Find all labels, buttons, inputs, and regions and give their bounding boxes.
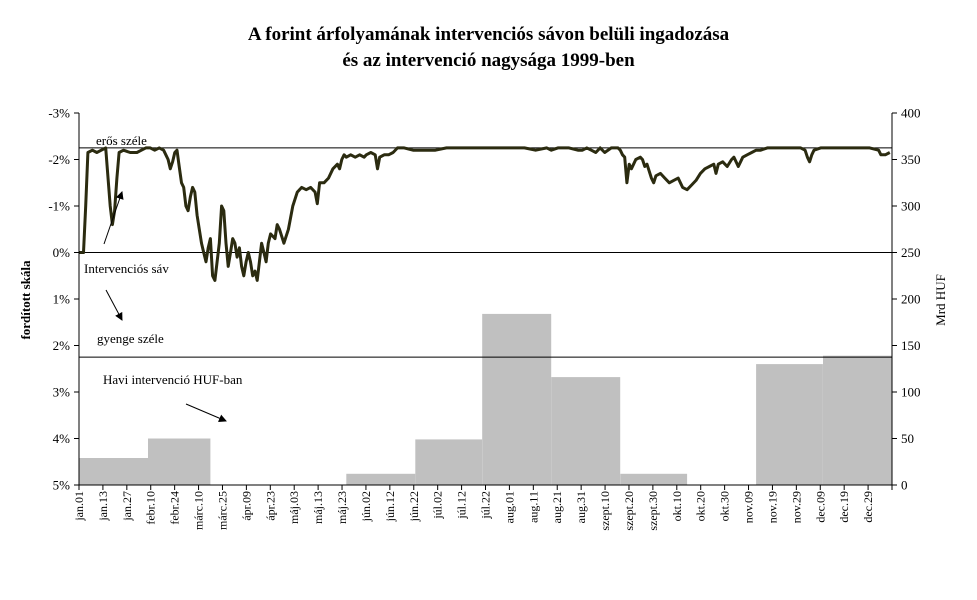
bar-feb bbox=[148, 438, 211, 485]
left-tick-label: -3% bbox=[48, 106, 70, 121]
right-tick-labels: 400 350 300 250 200 150 100 50 0 bbox=[901, 106, 921, 493]
x-tick-label: nov.29 bbox=[789, 491, 803, 523]
annotation-gyenge-szele: gyenge széle bbox=[97, 331, 164, 346]
x-tick-label: febr.24 bbox=[168, 491, 182, 525]
right-tick-label: 200 bbox=[901, 292, 921, 307]
x-tick-label: jún.22 bbox=[407, 491, 421, 522]
x-tick-label: aug.11 bbox=[526, 491, 540, 523]
x-tick-label: nov.09 bbox=[742, 491, 756, 523]
x-tick-label: júl.12 bbox=[455, 491, 469, 520]
x-tick-label: okt.20 bbox=[694, 491, 708, 521]
annotation-eros-szele: erős széle bbox=[96, 133, 147, 148]
chart-title-line2: és az intervenció nagysága 1999-ben bbox=[342, 50, 635, 71]
arrow-to-weak-edge bbox=[105, 289, 123, 321]
chart-title-line1: A forint árfolyamának intervenciós sávon… bbox=[247, 24, 730, 45]
x-tick-label: aug.31 bbox=[574, 491, 588, 523]
left-tick-label: 2% bbox=[53, 338, 71, 353]
left-tick-label: -2% bbox=[48, 152, 70, 167]
x-tick-label: júl.22 bbox=[479, 491, 493, 520]
bar-máj bbox=[346, 473, 416, 485]
left-tick-labels: -3% -2% -1% 0% 1% 2% 3% 4% 5% bbox=[48, 106, 70, 493]
x-tick-label: ápr.23 bbox=[263, 491, 277, 521]
x-tick-label: júl.02 bbox=[431, 491, 445, 520]
bar-jún bbox=[415, 439, 483, 485]
right-tick-label: 250 bbox=[901, 245, 921, 260]
bar-aug bbox=[551, 377, 621, 485]
x-tick-label: aug.01 bbox=[502, 491, 516, 523]
right-tick-label: 350 bbox=[901, 152, 921, 167]
x-tick-label: szept.20 bbox=[622, 491, 636, 531]
x-tick-label: jan.13 bbox=[96, 491, 110, 522]
right-tick-label: 400 bbox=[901, 106, 921, 121]
x-tick-label: máj.03 bbox=[287, 491, 301, 524]
x-tick-label: dec.19 bbox=[837, 491, 851, 523]
x-tick-label: márc.25 bbox=[215, 491, 229, 530]
bar-dec bbox=[823, 355, 892, 485]
left-tick-label: 0% bbox=[53, 245, 71, 260]
right-tick-label: 100 bbox=[901, 385, 921, 400]
bar-júl bbox=[482, 313, 552, 485]
rate-line bbox=[79, 146, 891, 282]
x-tick-label: jún.02 bbox=[359, 491, 373, 522]
left-tick-label: 5% bbox=[53, 478, 71, 493]
right-tick-label: 300 bbox=[901, 199, 921, 214]
annotation-intervencios-sav: Intervenciós sáv bbox=[84, 261, 169, 276]
x-tick-label: máj.23 bbox=[335, 491, 349, 524]
x-tick-labels: jan.01 jan.13 jan.27 febr.10 febr.24 márc.10 m… bbox=[72, 491, 875, 531]
left-tick-label: 3% bbox=[53, 385, 71, 400]
x-tick-label: okt.10 bbox=[670, 491, 684, 521]
right-tick-label: 50 bbox=[901, 431, 914, 446]
x-tick-label: nov.19 bbox=[765, 491, 779, 523]
right-axis-label: Mrd HUF bbox=[933, 274, 948, 326]
annotation-havi-intervencio: Havi intervenció HUF-ban bbox=[103, 372, 243, 387]
x-tick-label: jún.12 bbox=[383, 491, 397, 522]
x-tick-label: máj.13 bbox=[311, 491, 325, 524]
x-tick-label: febr.10 bbox=[144, 491, 158, 525]
x-tick-label: szept.30 bbox=[646, 491, 660, 531]
right-tick-label: 150 bbox=[901, 338, 921, 353]
left-tick-label: 4% bbox=[53, 431, 71, 446]
x-tick-label: dec.29 bbox=[861, 491, 875, 523]
x-tick-label: jan.27 bbox=[120, 491, 134, 522]
bar-jan bbox=[79, 458, 148, 485]
x-tick-label: ápr.09 bbox=[239, 491, 253, 521]
axes bbox=[74, 112, 897, 490]
left-tick-label: -1% bbox=[48, 199, 70, 214]
left-axis-label: fordított skála bbox=[18, 260, 33, 340]
x-tick-label: dec.09 bbox=[813, 491, 827, 523]
x-tick-label: szept.10 bbox=[598, 491, 612, 531]
x-tick-label: jan.01 bbox=[72, 491, 86, 522]
bar-szept bbox=[620, 473, 688, 485]
left-tick-label: 1% bbox=[53, 292, 71, 307]
x-tick-label: aug.21 bbox=[550, 491, 564, 523]
line-layer bbox=[79, 146, 891, 282]
bar-nov bbox=[756, 364, 823, 485]
bars-layer bbox=[79, 313, 892, 485]
x-tick-label: márc.10 bbox=[192, 491, 206, 530]
x-tick-label: okt.30 bbox=[718, 491, 732, 521]
arrow-to-bars bbox=[185, 403, 227, 422]
right-tick-label: 0 bbox=[901, 478, 908, 493]
arrow-to-band bbox=[103, 191, 124, 245]
